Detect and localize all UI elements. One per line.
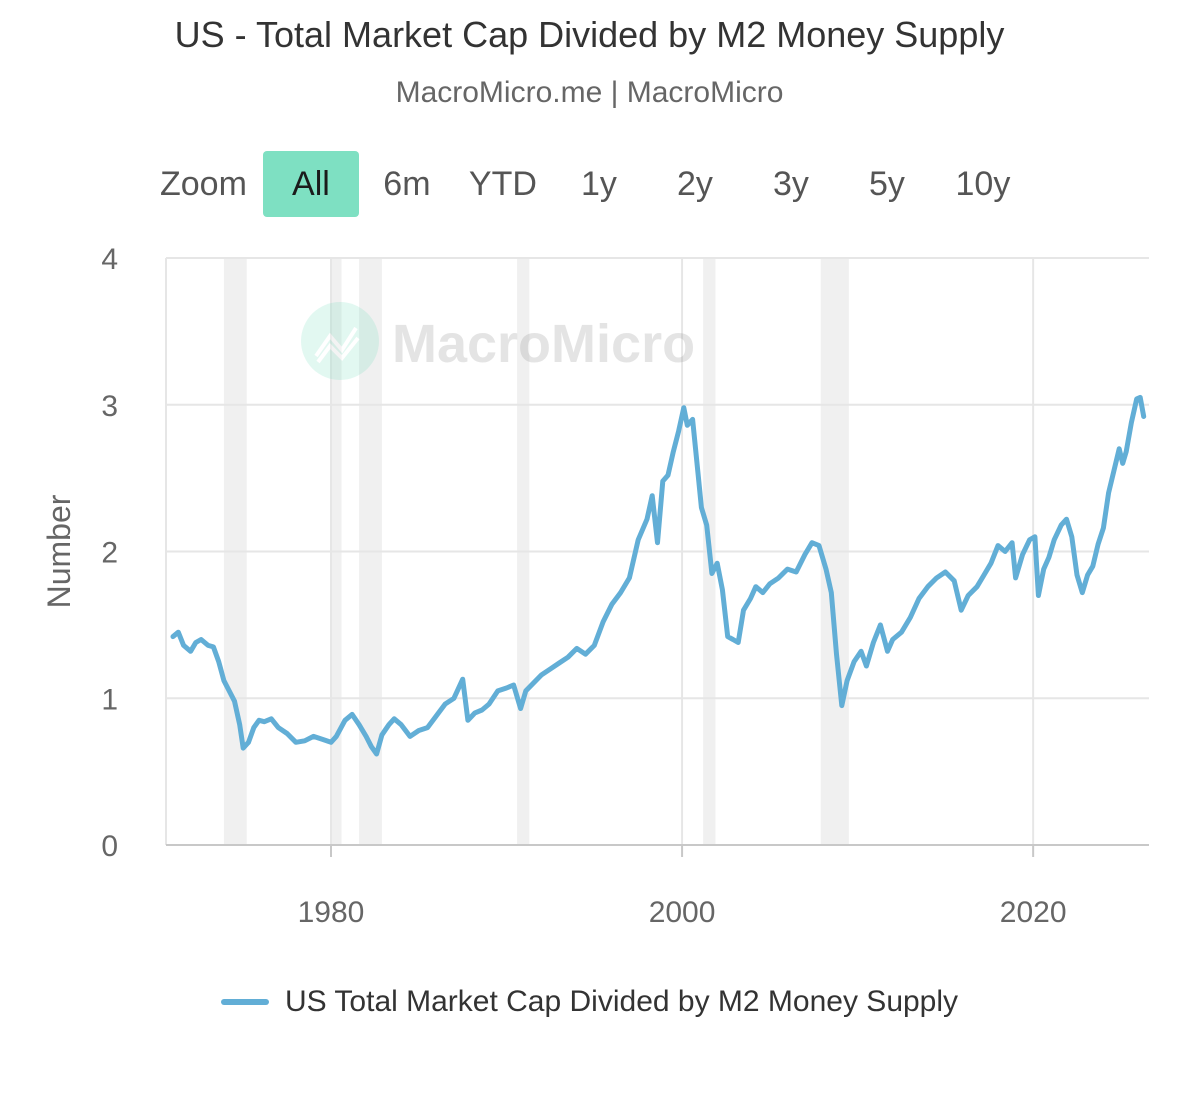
y-tick-label: 2	[101, 537, 118, 570]
watermark-text: MacroMicro	[392, 314, 695, 374]
recession-band	[331, 258, 342, 845]
zoom-1y-button[interactable]: 1y	[580, 165, 617, 203]
recession-band	[223, 258, 247, 845]
zoom-ytd-button[interactable]: YTD	[468, 165, 537, 203]
recession-band	[703, 258, 716, 845]
legend-swatch	[220, 999, 269, 1005]
zoom-10y-button[interactable]: 10y	[955, 165, 1011, 203]
zoom-3y-button[interactable]: 3y	[772, 165, 809, 203]
recession-band	[517, 258, 530, 845]
recession-band	[820, 258, 849, 845]
x-tick-label: 2000	[649, 896, 716, 929]
legend: US Total Market Cap Divided by M2 Money …	[0, 985, 1179, 1019]
y-axis-ticks: 0 1 2 3 4	[101, 243, 118, 863]
zoom-5y-button[interactable]: 5y	[868, 165, 905, 203]
watermark-logo-icon	[301, 302, 379, 380]
x-tick-label: 2020	[1000, 896, 1067, 929]
watermark: MacroMicro	[301, 302, 695, 380]
series-line	[170, 394, 1147, 757]
zoom-2y-button[interactable]: 2y	[676, 165, 713, 203]
zoom-6m-button[interactable]: 6m	[383, 165, 431, 203]
recession-band	[359, 258, 382, 845]
recession-bands	[223, 258, 849, 845]
y-tick-label: 3	[101, 390, 118, 423]
chart-subtitle: MacroMicro.me | MacroMicro	[395, 76, 784, 109]
range-selector: Zoom All 6m YTD 1y 2y 3y 5y 10y	[160, 150, 1031, 218]
chart-title: US - Total Market Cap Divided by M2 Mone…	[174, 14, 1005, 55]
watermark-chart-icon	[314, 326, 360, 364]
y-tick-label: 1	[101, 683, 118, 716]
grid-lines	[165, 257, 1149, 845]
x-tick-label: 1980	[298, 896, 365, 929]
y-tick-label: 4	[101, 243, 118, 276]
y-axis-label: Number	[41, 494, 77, 608]
x-axis-ticks: 1980 2000 2020	[298, 845, 1067, 929]
legend-item[interactable]: US Total Market Cap Divided by M2 Money …	[220, 985, 959, 1019]
y-tick-label: 0	[101, 830, 118, 863]
zoom-all-button[interactable]: All	[262, 151, 359, 217]
zoom-label: Zoom	[160, 164, 247, 203]
legend-label: US Total Market Cap Divided by M2 Money …	[284, 985, 959, 1018]
series-points	[172, 397, 1144, 755]
